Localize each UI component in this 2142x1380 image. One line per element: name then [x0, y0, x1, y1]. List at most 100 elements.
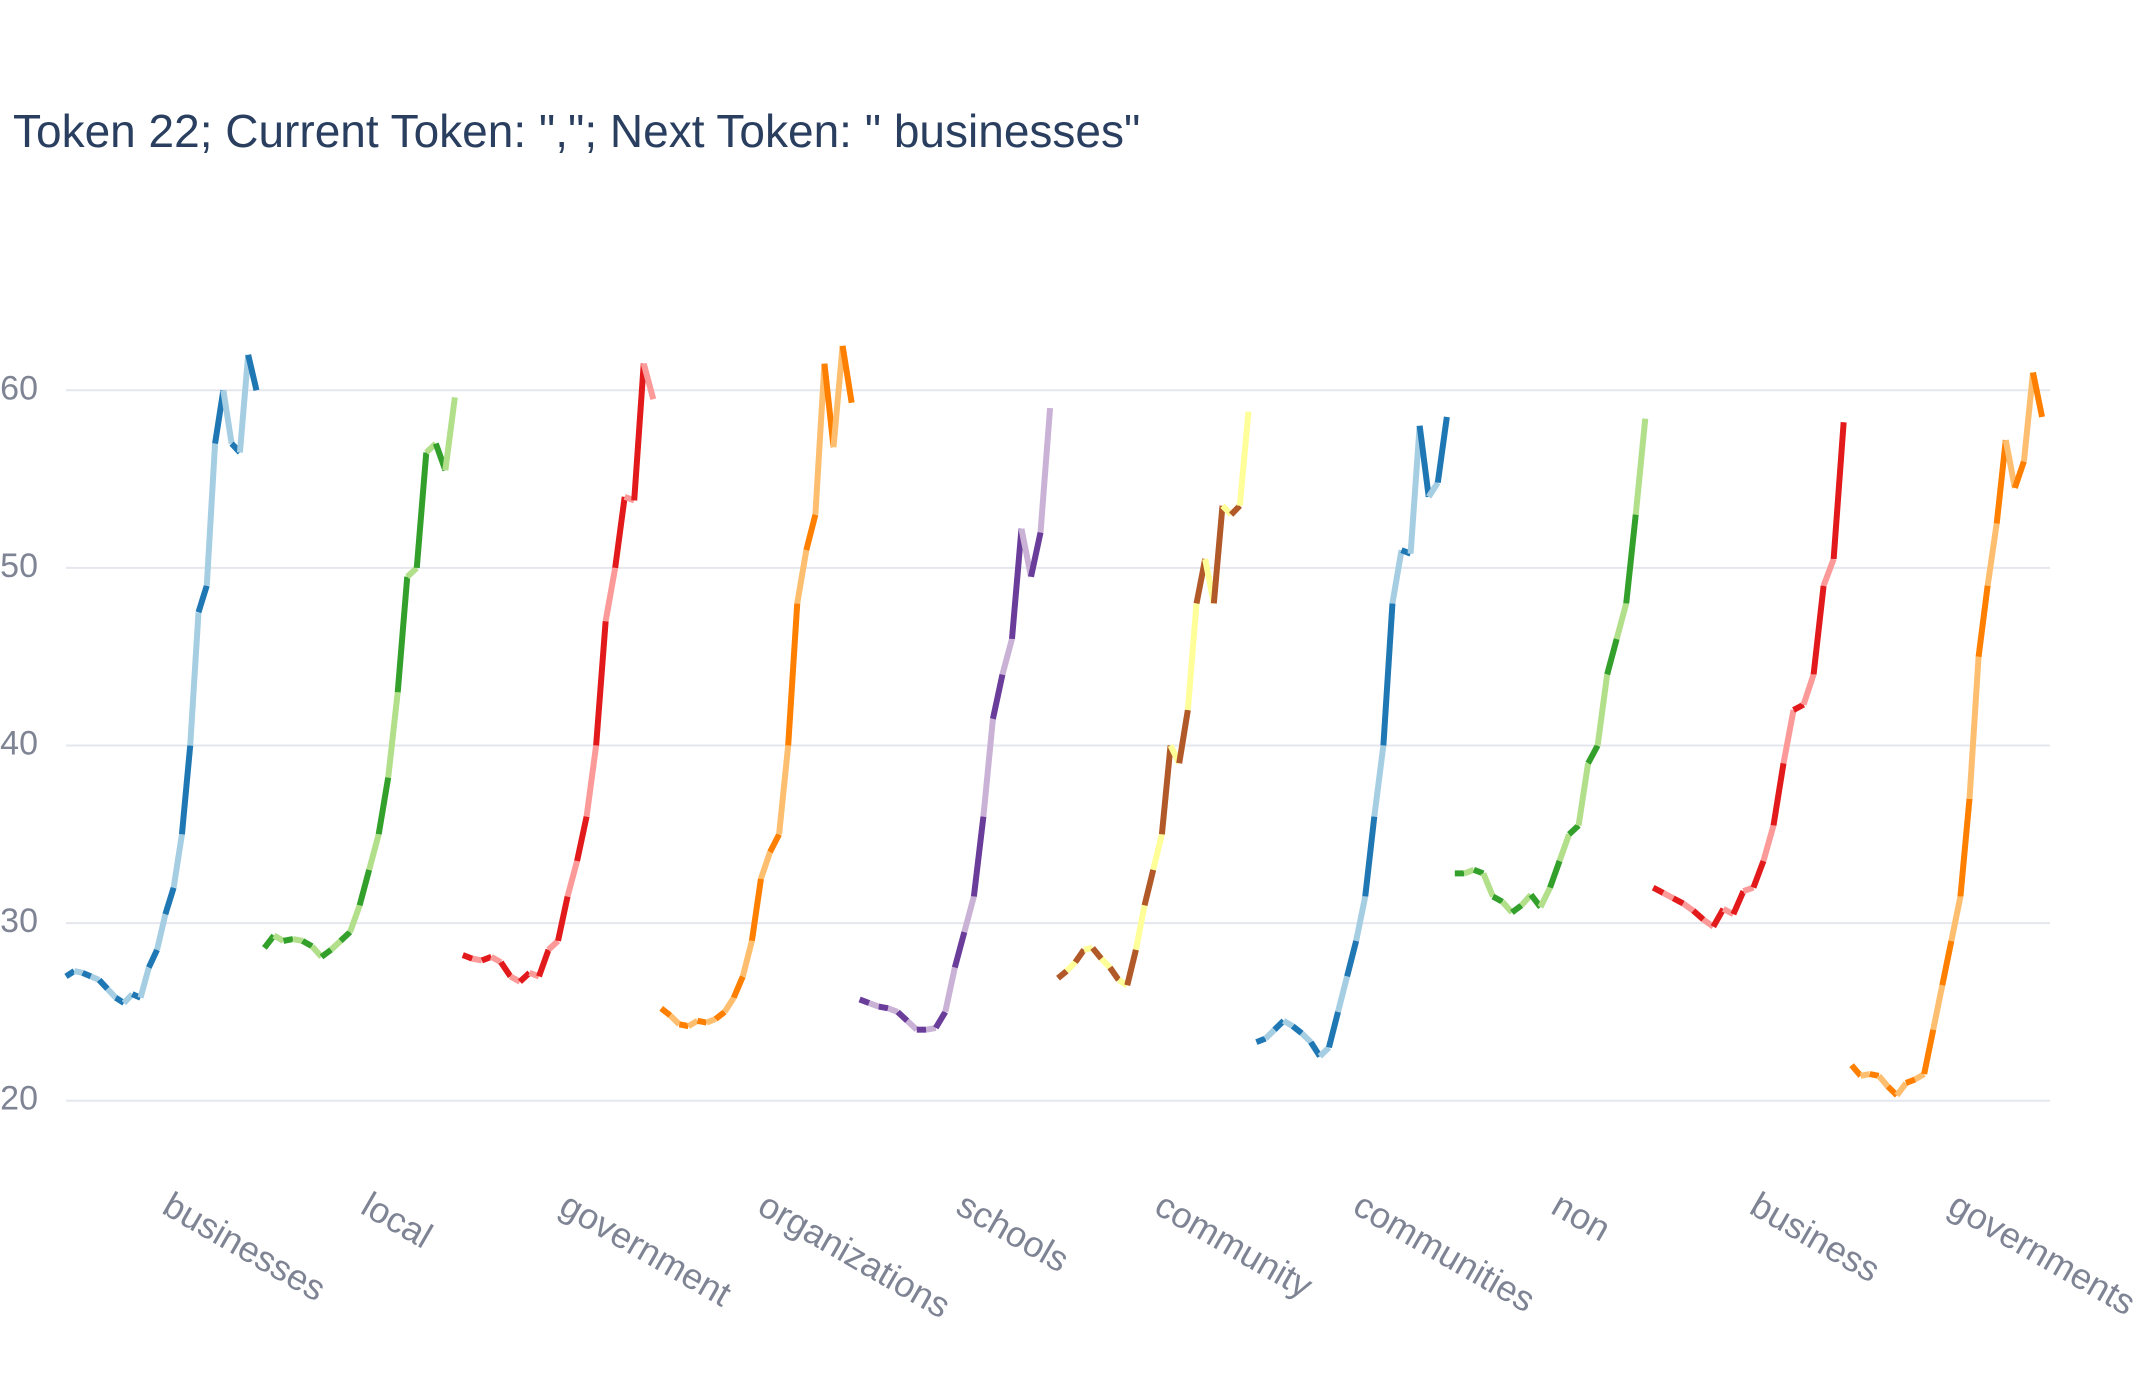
line-segment — [1236, 411, 1252, 507]
y-tick-label: 40 — [0, 724, 38, 762]
line-segment — [1691, 908, 1706, 922]
line-segment — [1585, 744, 1601, 765]
line-segment — [1099, 956, 1113, 970]
line-segment — [471, 955, 483, 964]
line-segment — [989, 673, 1006, 720]
line-segment — [640, 362, 657, 400]
line-segment — [631, 363, 647, 501]
line-segment — [1800, 673, 1817, 706]
line-segment — [1141, 869, 1157, 907]
line-segment — [2020, 372, 2036, 462]
line-segment — [1371, 745, 1387, 817]
line-segment — [905, 1018, 919, 1032]
x-tick-label: governments — [1942, 1184, 2142, 1324]
line-segment — [1018, 528, 1034, 578]
line-segment — [1335, 975, 1351, 1013]
line-segment — [1556, 833, 1572, 862]
line-segment — [195, 584, 210, 614]
line-segment — [187, 612, 202, 746]
line-segment — [73, 968, 84, 976]
line-segment — [748, 878, 764, 942]
line-segment — [546, 938, 561, 952]
line-segment — [2030, 371, 2046, 418]
line-segment — [1792, 702, 1805, 713]
line-segment — [1849, 1063, 1863, 1078]
line-segment — [839, 345, 855, 404]
line-segment — [776, 745, 792, 835]
line-segment — [154, 913, 169, 951]
line-segment — [1810, 585, 1827, 675]
line-segment — [999, 638, 1015, 676]
line-segment — [1742, 884, 1755, 894]
line-segment — [574, 815, 590, 862]
line-segment — [1939, 940, 1955, 986]
line-segment — [292, 936, 304, 944]
line-segment — [713, 1009, 727, 1022]
line-segment — [1407, 425, 1423, 554]
line-segment — [803, 513, 819, 551]
line-segment — [730, 975, 746, 999]
line-segment — [1894, 1081, 1909, 1098]
line-segment — [878, 1003, 889, 1012]
line-segment — [498, 960, 513, 979]
line-segment — [555, 895, 571, 942]
line-segment — [1107, 965, 1122, 982]
line-segment — [203, 443, 219, 586]
line-segment — [583, 745, 600, 817]
line-segment — [517, 970, 532, 984]
line-segment — [1416, 425, 1432, 498]
line-segment — [1930, 984, 1946, 1031]
line-segment — [758, 851, 773, 880]
line-segment — [612, 496, 628, 569]
line-segment — [1037, 407, 1054, 533]
line-segment — [272, 932, 285, 944]
line-segment — [347, 904, 363, 933]
line-segment — [220, 389, 235, 445]
line-segment — [1710, 907, 1726, 929]
y-tick-label: 50 — [0, 547, 38, 585]
x-tick-label: community — [1148, 1184, 1319, 1307]
line-segment — [1380, 603, 1396, 746]
line-segment — [1770, 762, 1787, 826]
line-segment — [1876, 1073, 1891, 1089]
line-segment — [137, 966, 152, 999]
line-segment — [1651, 884, 1665, 896]
line-segment — [1681, 901, 1696, 914]
line-segment — [1064, 960, 1078, 974]
x-tick-label: communities — [1347, 1184, 1542, 1321]
line-segment — [236, 354, 252, 453]
x-tick-label: non — [1545, 1184, 1618, 1250]
line-segment — [146, 948, 160, 969]
x-tick-label: schools — [950, 1184, 1076, 1281]
line-segment — [933, 1010, 948, 1030]
line-segment — [366, 833, 382, 871]
line-segment — [1993, 439, 2009, 524]
line-segment — [1389, 549, 1405, 604]
line-segment — [1491, 893, 1504, 905]
line-segment — [1780, 709, 1797, 764]
line-segment — [282, 936, 294, 944]
line-segment — [413, 452, 430, 569]
line-segment — [1575, 762, 1592, 826]
line-segment — [1604, 638, 1620, 676]
line-segment — [1362, 816, 1378, 897]
line-segment — [1150, 833, 1165, 871]
line-segment — [1966, 656, 1982, 799]
line-segment — [1613, 602, 1630, 640]
line-segment — [1913, 1071, 1926, 1082]
line-segment — [1272, 1018, 1286, 1032]
line-segment — [1083, 945, 1094, 953]
line-segment — [794, 549, 810, 604]
line-segment — [114, 995, 126, 1006]
line-segment — [951, 931, 968, 969]
line-segment — [1463, 867, 1475, 877]
line-segment — [480, 954, 493, 964]
line-segment — [1869, 1071, 1880, 1079]
line-segment — [1671, 895, 1685, 907]
line-segment — [1434, 416, 1450, 484]
line-segment — [1317, 1045, 1332, 1059]
line-segment — [2002, 439, 2018, 489]
line-segment — [970, 816, 987, 897]
line-segment — [1860, 1071, 1871, 1079]
line-segment — [1028, 531, 1044, 578]
